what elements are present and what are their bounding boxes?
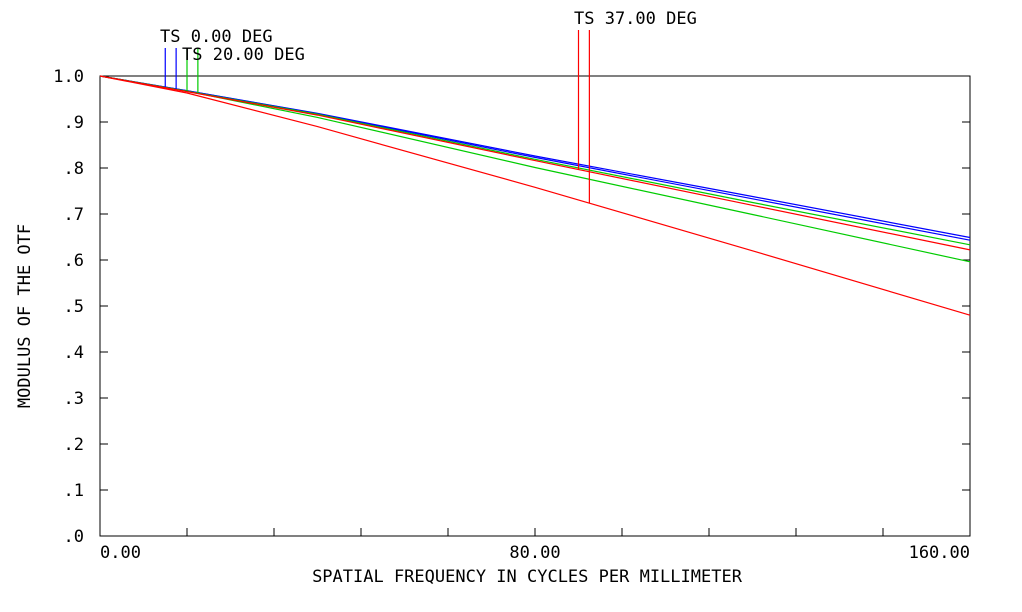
series-line-5 <box>99 75 971 251</box>
series-line-6 <box>99 75 971 316</box>
x-tick-label: 0.00 <box>100 543 141 563</box>
annotation-label: TS 0.00 DEG <box>160 27 273 47</box>
series-line-2 <box>99 75 971 241</box>
y-tick-label: .4 <box>64 343 84 363</box>
x-tick-labels: 0.00 80.00 160.00 <box>100 543 970 563</box>
axis-ticks <box>99 75 971 537</box>
y-tick-label: .1 <box>64 481 84 501</box>
y-tick-labels: .0 .1 .2 .3 .4 .5 .6 .7 .8 .9 1.0 <box>53 67 84 547</box>
y-tick-label: .0 <box>64 527 84 547</box>
y-tick-label: .7 <box>64 205 84 225</box>
y-axis-label: MODULUS OF THE OTF <box>15 224 35 408</box>
plot-frame <box>99 75 971 537</box>
y-tick-label: .9 <box>64 113 84 133</box>
y-tick-label: .5 <box>64 297 84 317</box>
y-tick-label: .8 <box>64 159 84 179</box>
x-tick-label: 80.00 <box>509 543 560 563</box>
x-axis-label: SPATIAL FREQUENCY IN CYCLES PER MILLIMET… <box>312 567 743 587</box>
y-tick-label: .6 <box>64 251 84 271</box>
y-tick-label: .3 <box>64 389 84 409</box>
annotation-label: TS 37.00 DEG <box>574 9 697 29</box>
annotation-label: TS 20.00 DEG <box>182 45 305 65</box>
y-tick-label: .2 <box>64 435 84 455</box>
x-tick-label: 160.00 <box>909 543 970 563</box>
y-tick-label: 1.0 <box>53 67 84 87</box>
series-lines <box>99 75 971 316</box>
